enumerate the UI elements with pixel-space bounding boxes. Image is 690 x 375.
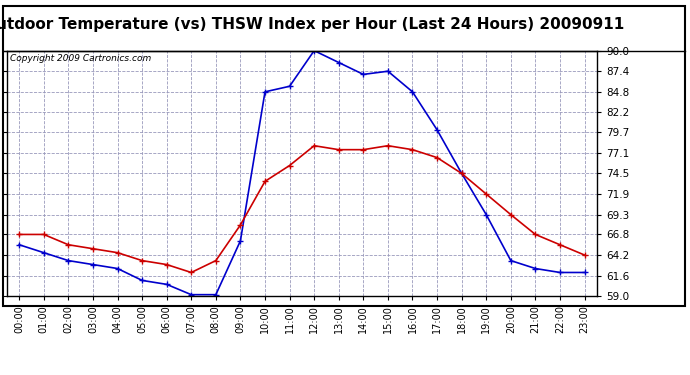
Text: Copyright 2009 Cartronics.com: Copyright 2009 Cartronics.com	[10, 54, 151, 63]
Text: Outdoor Temperature (vs) THSW Index per Hour (Last 24 Hours) 20090911: Outdoor Temperature (vs) THSW Index per …	[0, 17, 624, 32]
